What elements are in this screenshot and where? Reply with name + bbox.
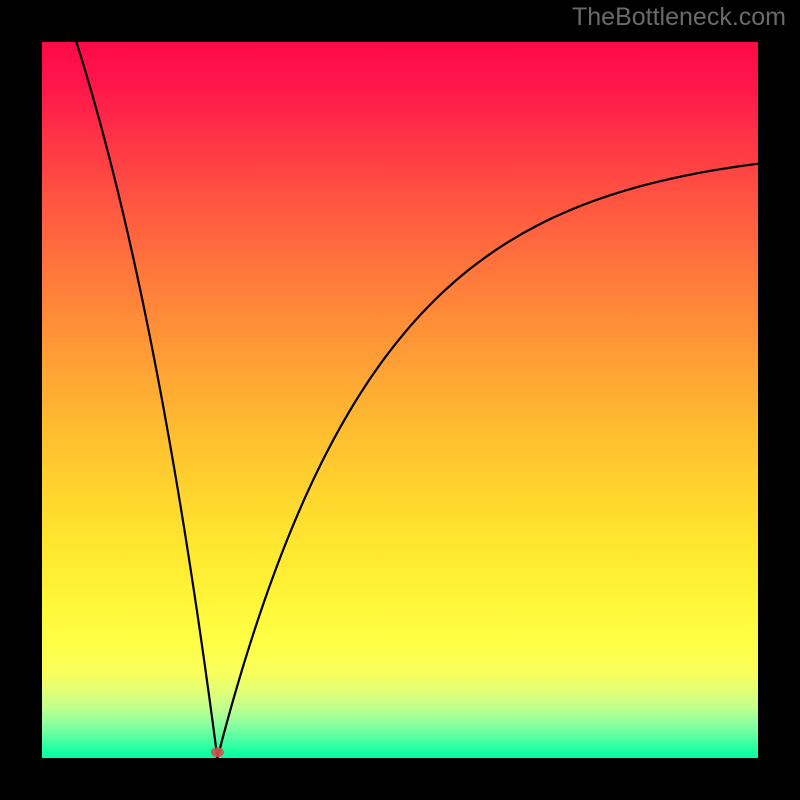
bottleneck-chart (0, 0, 800, 800)
optimal-point-marker (211, 747, 224, 757)
plot-area (42, 42, 758, 758)
chart-stage: TheBottleneck.com (0, 0, 800, 800)
